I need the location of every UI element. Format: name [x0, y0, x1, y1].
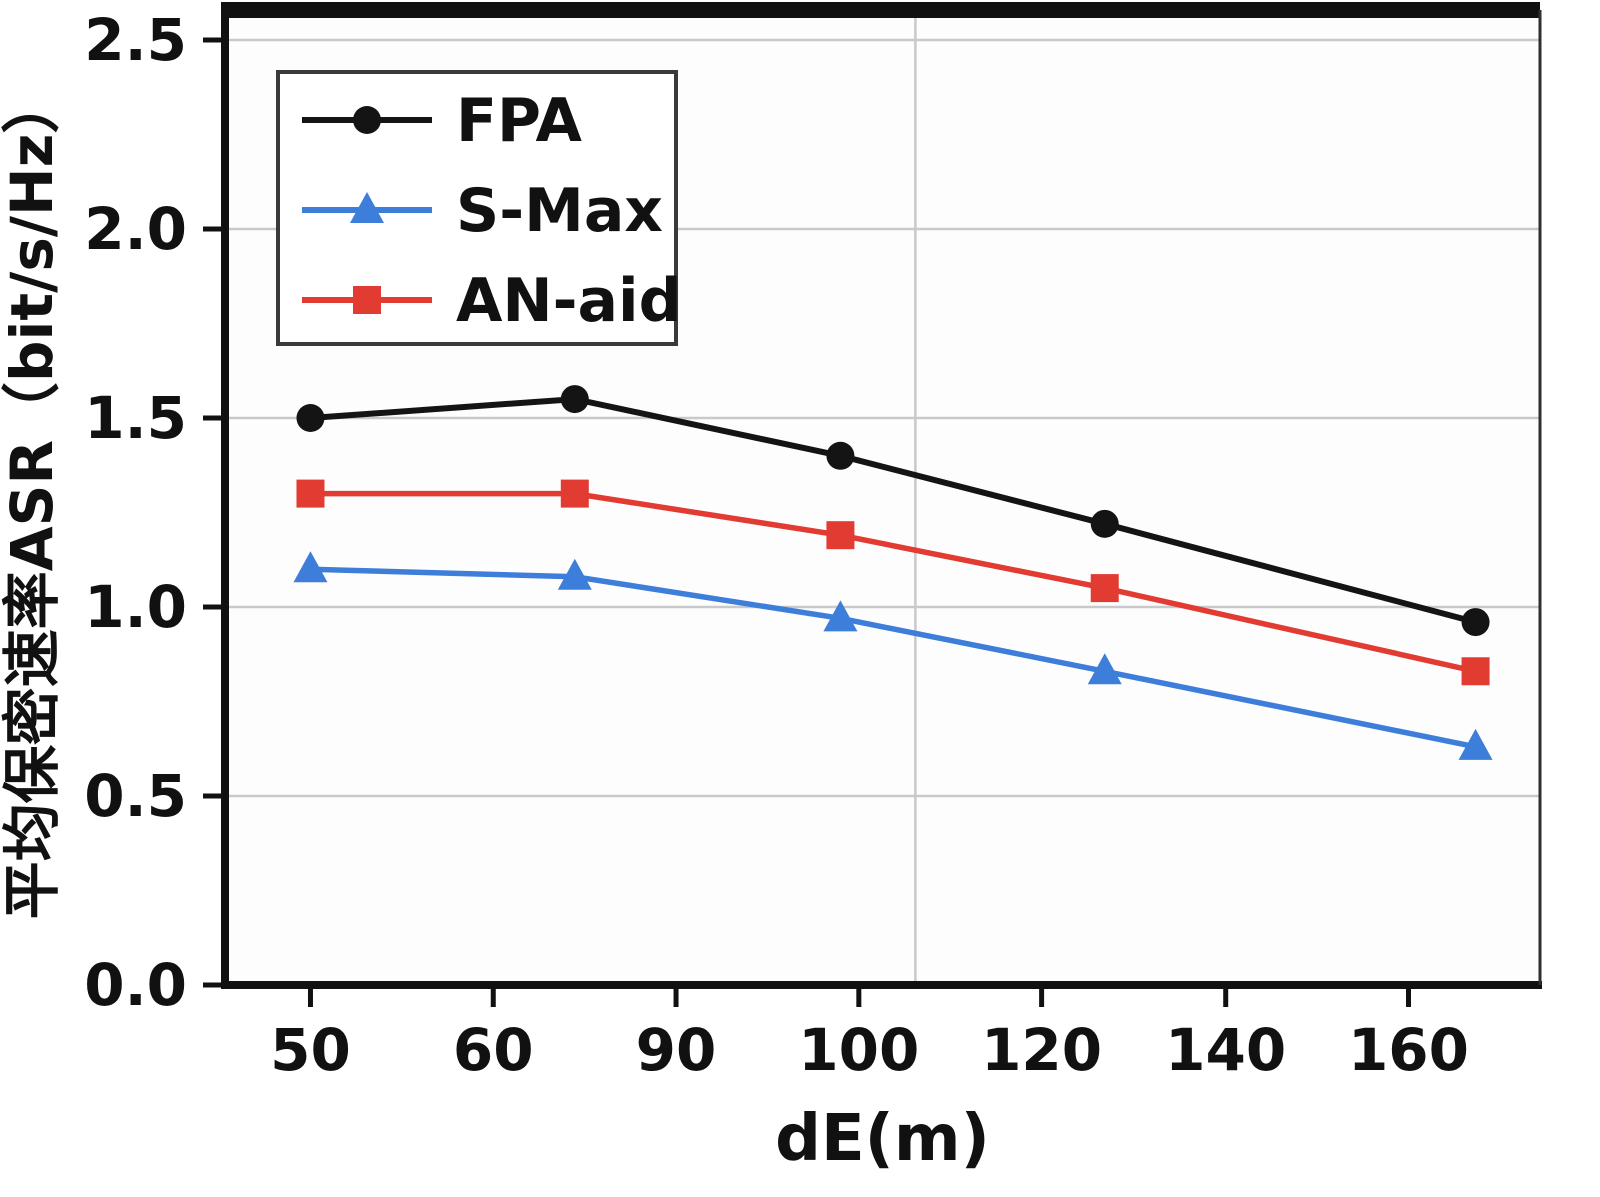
- x-axis-title: dE(m): [775, 1102, 990, 1176]
- an-aid-marker: [1461, 657, 1490, 686]
- legend-marker-circle: [353, 106, 381, 134]
- s-max-marker: [1087, 653, 1122, 685]
- fpa-marker: [1461, 608, 1490, 637]
- s-max-marker: [293, 551, 328, 583]
- x-tick-label: 160: [1348, 1016, 1469, 1084]
- x-tick-label: 90: [636, 1016, 717, 1084]
- an-aid-marker: [560, 479, 589, 508]
- fpa-marker: [1090, 509, 1119, 538]
- y-tick-label: 2.5: [84, 6, 187, 74]
- legend-item-fpa: FPA: [302, 86, 582, 156]
- legend-marker-triangle: [350, 192, 384, 223]
- x-tick-label: 140: [1165, 1016, 1286, 1084]
- y-tick-label: 2.0: [84, 195, 187, 263]
- series-s-max: [293, 551, 1493, 760]
- fpa-marker: [296, 404, 325, 432]
- series-fpa: [296, 385, 1490, 637]
- legend-label: S-Max: [456, 176, 663, 246]
- y-tick-label: 1.0: [84, 573, 187, 641]
- an-aid-marker: [1090, 574, 1119, 603]
- x-tick-label: 50: [270, 1016, 351, 1084]
- x-tick-label: 100: [798, 1016, 919, 1084]
- y-tick-label: 0.5: [84, 762, 187, 830]
- an-aid-marker: [826, 521, 855, 550]
- legend: FPA S-Max AN-aid: [276, 70, 682, 346]
- x-tick-label: 120: [981, 1016, 1102, 1084]
- legend-label: FPA: [456, 86, 582, 156]
- y-axis-title: 平均保密速率ASR（bit/s/Hz）: [0, 76, 66, 920]
- s-max-marker: [557, 558, 592, 590]
- x-tick-label: 60: [453, 1016, 534, 1084]
- legend-item-an-aid: AN-aid: [302, 266, 682, 336]
- fpa-marker: [560, 385, 589, 414]
- an-aid-marker: [296, 479, 325, 508]
- y-tick-label: 1.5: [84, 384, 187, 452]
- y-tick-label: 0.0: [84, 951, 187, 1019]
- s-max-marker: [1458, 728, 1493, 760]
- fpa-marker: [826, 441, 855, 470]
- legend-marker-square: [353, 286, 381, 314]
- legend-label: AN-aid: [456, 266, 682, 336]
- legend-item-s-max: S-Max: [302, 176, 663, 246]
- series-an-aid: [296, 479, 1490, 686]
- s-max-marker: [823, 600, 858, 632]
